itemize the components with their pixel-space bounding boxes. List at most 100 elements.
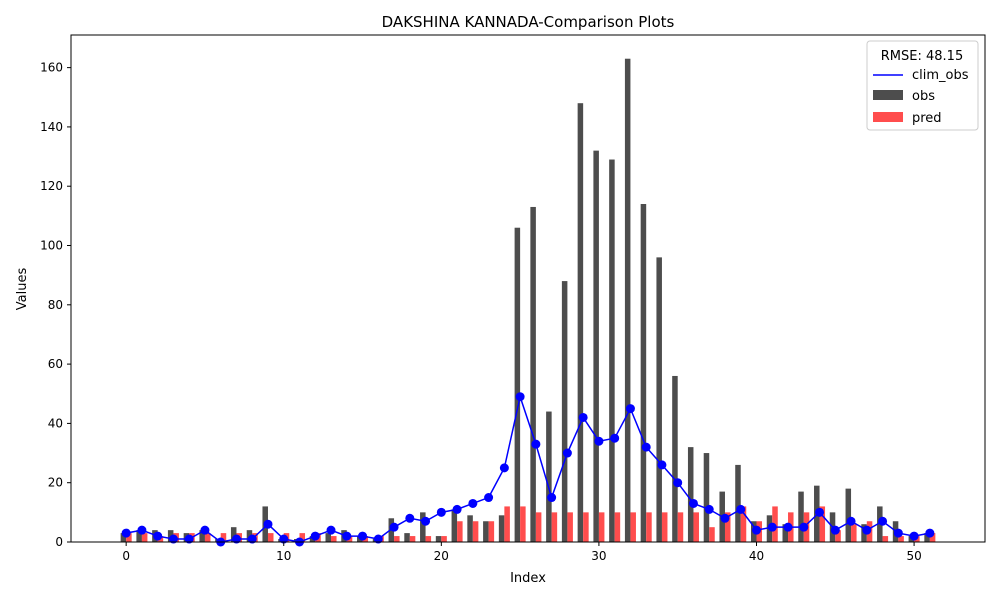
pred-bar — [299, 533, 306, 542]
clim-obs-point — [736, 504, 746, 514]
pred-bar — [567, 512, 573, 542]
clim-obs-point — [925, 528, 935, 538]
pred-bar — [598, 512, 605, 542]
x-tick-label: 30 — [591, 549, 606, 563]
pred-bar — [126, 533, 132, 542]
obs-bar — [561, 281, 568, 542]
pred-bar — [220, 533, 227, 542]
obs-bar — [451, 509, 458, 542]
clim-obs-point — [688, 498, 698, 508]
obs-bar — [687, 447, 694, 542]
clim-obs-point — [200, 525, 210, 535]
obs-bar — [782, 524, 789, 542]
x-tick-label: 0 — [122, 549, 130, 563]
clim-obs-point — [436, 507, 446, 517]
clim-obs-point — [893, 528, 903, 538]
y-tick-label: 0 — [55, 535, 63, 549]
pred-bar — [929, 533, 936, 542]
y-tick-label: 120 — [40, 179, 63, 193]
clim-obs-point — [499, 463, 509, 473]
pred-bar — [394, 536, 400, 542]
pred-bar — [141, 533, 148, 542]
clim-obs-point — [657, 460, 667, 470]
obs-bar — [703, 453, 710, 542]
x-tick-label: 40 — [749, 549, 764, 563]
obs-bar — [483, 521, 489, 542]
y-axis-ticks: 0 20 40 60 80 100 120 140 160 — [40, 61, 71, 549]
legend-pred-label: pred — [912, 111, 942, 126]
clim-obs-point — [263, 519, 273, 529]
pred-bar — [504, 506, 510, 542]
clim-obs-point — [484, 493, 494, 503]
obs-bar — [136, 530, 142, 542]
legend-clim-obs-label: clim_obs — [912, 68, 969, 83]
obs-bar — [672, 375, 678, 542]
clim-obs-point — [767, 522, 777, 532]
obs-bar — [325, 533, 332, 542]
clim-obs-point — [247, 534, 257, 544]
clim-obs-point — [578, 412, 588, 422]
pred-bar — [472, 521, 479, 542]
clim-obs-point — [562, 448, 572, 458]
obs-bar — [656, 257, 662, 542]
clim-obs-point — [373, 534, 383, 544]
pred-bar — [583, 512, 589, 542]
obs-bar — [498, 515, 505, 542]
plot-frame — [70, 34, 986, 543]
clim-obs-point — [342, 531, 352, 541]
clim-obs-point — [625, 404, 635, 414]
obs-bar — [640, 204, 647, 542]
obs-bar — [609, 159, 615, 543]
clim-obs-line-layer — [121, 392, 935, 547]
legend-pred-swatch — [873, 112, 903, 122]
clim-obs-line — [126, 393, 930, 543]
pred-bar — [851, 524, 857, 542]
x-tick-label: 20 — [434, 549, 449, 563]
clim-obs-point — [547, 493, 557, 503]
pred-bar — [882, 536, 889, 542]
y-tick-label: 160 — [40, 61, 63, 75]
clim-obs-point — [878, 516, 888, 526]
clim-obs-point — [310, 531, 320, 541]
pred-bar — [441, 536, 447, 542]
obs-bar — [514, 227, 521, 542]
clim-obs-point — [815, 507, 825, 517]
pred-bar — [425, 536, 432, 542]
pred-bar — [835, 530, 841, 542]
obs-bar — [924, 533, 930, 542]
clim-obs-point — [468, 498, 478, 508]
pred-bar — [630, 512, 636, 542]
pred-bar — [551, 512, 558, 542]
chart-title: DAKSHINA KANNADA-Comparison Plots — [382, 13, 675, 31]
pred-bar — [724, 512, 731, 542]
clim-obs-point — [515, 392, 525, 402]
legend: RMSE: 48.15 clim_obs obs pred — [866, 40, 979, 131]
x-axis-title: Index — [510, 571, 546, 586]
obs-bar — [230, 527, 237, 542]
obs-bar — [845, 488, 852, 542]
clim-obs-point — [862, 525, 872, 535]
obs-bar — [624, 58, 631, 542]
legend-box — [866, 40, 979, 131]
clim-obs-point — [641, 442, 651, 452]
y-tick-label: 80 — [48, 298, 63, 312]
y-tick-label: 60 — [48, 357, 63, 371]
legend-obs-swatch — [873, 90, 903, 100]
clim-obs-point — [452, 504, 462, 514]
clim-obs-point — [704, 504, 714, 514]
clim-obs-point — [231, 534, 241, 544]
clim-obs-point — [168, 534, 178, 544]
clim-obs-point — [531, 439, 541, 449]
pred-bar — [740, 506, 747, 542]
y-tick-label: 140 — [40, 120, 63, 134]
x-axis-ticks: 0 10 20 30 40 50 — [122, 542, 922, 563]
clim-obs-point — [846, 516, 856, 526]
clim-obs-point — [153, 531, 163, 541]
clim-obs-point — [783, 522, 793, 532]
clim-obs-point — [358, 531, 368, 541]
obs-bar — [120, 533, 127, 542]
x-tick-label: 10 — [276, 549, 291, 563]
clim-obs-point — [389, 522, 399, 532]
